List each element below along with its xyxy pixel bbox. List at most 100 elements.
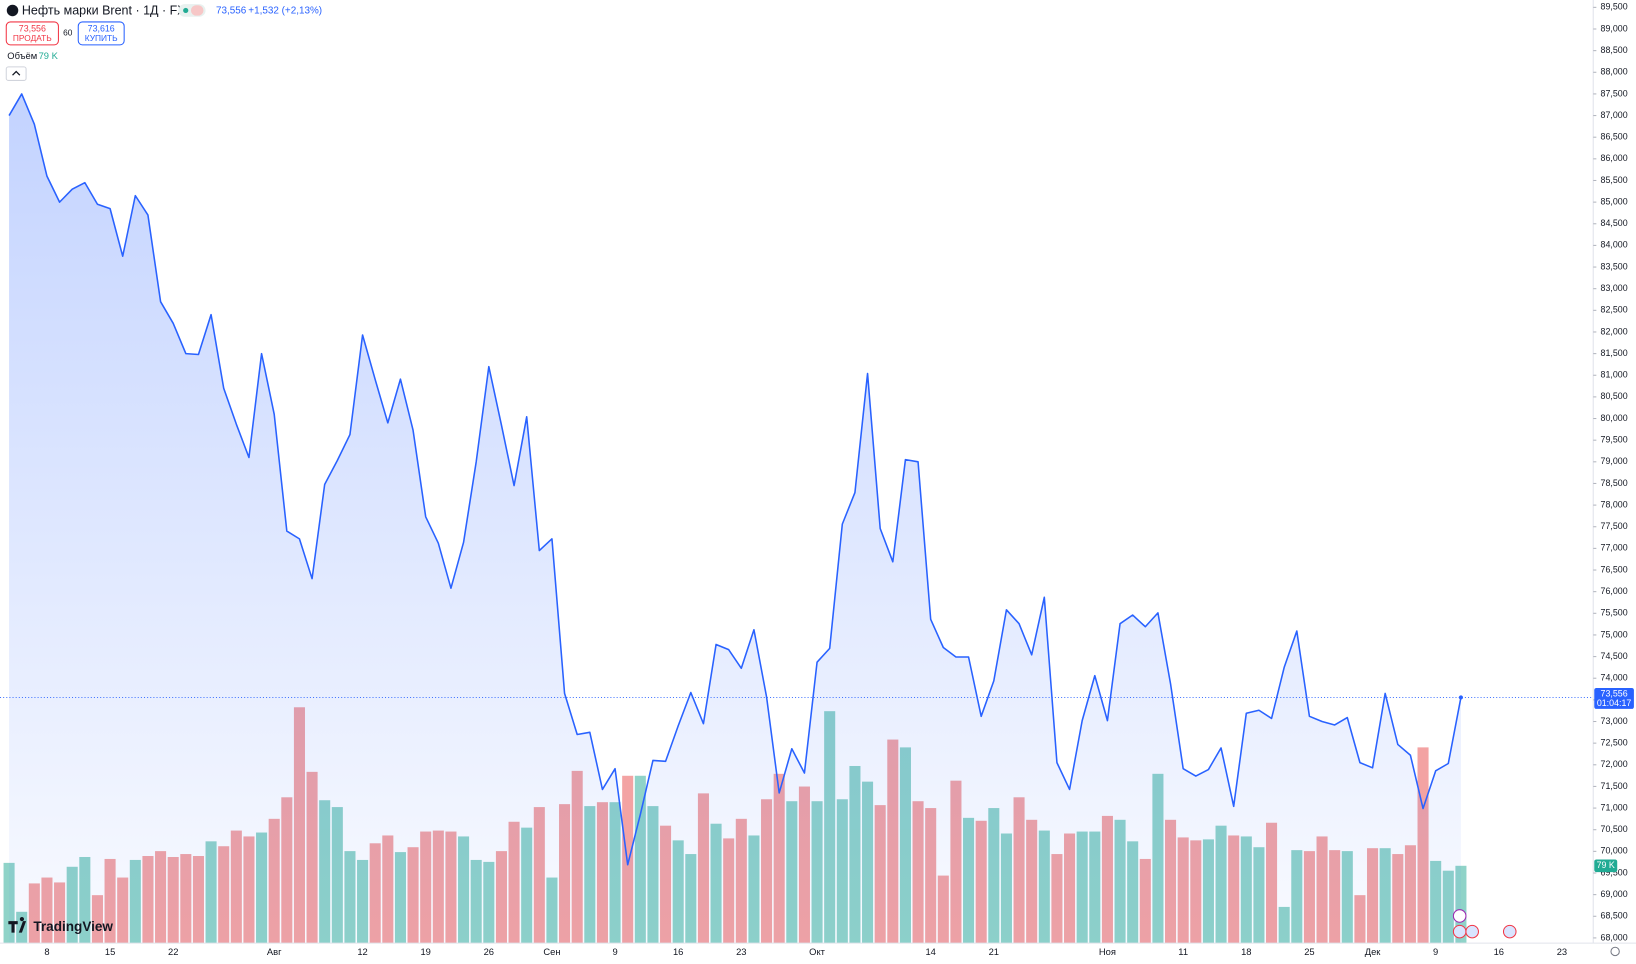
y-tick-label: 78,500 xyxy=(1601,478,1628,488)
y-tick-label: 72,000 xyxy=(1601,759,1628,769)
x-tick-label: 12 xyxy=(357,946,367,957)
price-line xyxy=(8,93,1462,866)
y-tick-label: 76,500 xyxy=(1601,564,1628,574)
collapse-icon xyxy=(12,70,21,76)
y-tick-label: 86,000 xyxy=(1601,153,1628,163)
y-tick-label: 74,500 xyxy=(1601,651,1628,661)
y-tick-label: 73,000 xyxy=(1601,716,1628,726)
y-tick-label: 74,000 xyxy=(1601,673,1628,683)
price-badge xyxy=(1594,688,1634,709)
y-tick-label: 69,000 xyxy=(1601,889,1628,899)
x-tick-label: 23 xyxy=(736,946,746,957)
x-tick-label: 21 xyxy=(989,946,999,957)
buy-label: КУПИТЬ xyxy=(85,33,118,43)
axes: 68,000 68,500 69,000 69,500 70,000 70,500 71,0… xyxy=(44,2,1634,957)
x-tick-label: 14 xyxy=(925,946,935,957)
y-tick-label: 84,500 xyxy=(1601,218,1628,228)
price-area xyxy=(9,93,1461,944)
x-tick-label: Дек xyxy=(1365,946,1382,957)
y-tick-label: 76,000 xyxy=(1601,586,1628,596)
x-tick-label: 22 xyxy=(168,946,178,957)
y-tick-label: 79,000 xyxy=(1601,456,1628,466)
sell-button[interactable] xyxy=(5,21,59,46)
status-icon xyxy=(190,5,204,16)
sell-label: ПРОДАТЬ xyxy=(13,33,52,43)
volume-legend-name: Объём xyxy=(7,50,37,61)
x-tick-label: 9 xyxy=(1433,946,1438,957)
y-tick-label: 84,000 xyxy=(1601,240,1628,250)
y-tick-label: 68,000 xyxy=(1601,932,1628,942)
y-tick-label: 69,500 xyxy=(1601,867,1628,877)
volume-legend-value: 79 K xyxy=(39,50,59,61)
settings-icon[interactable] xyxy=(1610,946,1620,957)
symbol-icon xyxy=(6,4,19,17)
x-tick-label: 25 xyxy=(1304,946,1314,957)
x-tick-label: Окт xyxy=(809,946,825,957)
y-tick-label: 85,000 xyxy=(1601,196,1628,206)
y-tick-label: 81,500 xyxy=(1601,348,1628,358)
volume-badge xyxy=(1594,859,1618,873)
last-price: 73,556 xyxy=(216,6,247,17)
y-tick-label: 79,500 xyxy=(1601,435,1628,445)
y-tick-label: 83,000 xyxy=(1601,283,1628,293)
x-tick-label: 23 xyxy=(1557,946,1567,957)
logo-mark xyxy=(8,917,27,933)
event-flag[interactable] xyxy=(1465,924,1479,939)
y-tick-label: 70,000 xyxy=(1601,846,1628,856)
logo-text: TradingView xyxy=(33,919,113,934)
x-tick-label: 26 xyxy=(484,946,494,957)
y-tick-label: 71,000 xyxy=(1601,802,1628,812)
y-tick-label: 70,500 xyxy=(1601,824,1628,834)
y-tick-label: 88,000 xyxy=(1601,67,1628,77)
y-tick-label: 77,500 xyxy=(1601,521,1628,531)
y-tick-label: 81,000 xyxy=(1601,370,1628,380)
price-badge-countdown: 01:04:17 xyxy=(1597,698,1632,708)
x-tick-label: 9 xyxy=(612,946,617,957)
symbol-title[interactable]: Нефть марки Brent · 1Д · FX xyxy=(22,3,186,17)
x-tick-label: 11 xyxy=(1178,946,1188,957)
collapse-button[interactable] xyxy=(5,66,27,81)
y-tick-label: 71,500 xyxy=(1601,781,1628,791)
event-flag[interactable] xyxy=(1502,924,1517,939)
y-tick-label: 88,500 xyxy=(1601,45,1628,55)
y-tick-label: 89,500 xyxy=(1601,2,1628,12)
x-tick-label: 16 xyxy=(1494,946,1504,957)
volume-bar xyxy=(1455,865,1467,944)
y-tick-label: 68,500 xyxy=(1601,911,1628,921)
x-tick-label: 18 xyxy=(1241,946,1251,957)
y-tick-label: 80,000 xyxy=(1601,413,1628,423)
y-tick-label: 89,000 xyxy=(1601,23,1628,33)
y-tick-label: 75,500 xyxy=(1601,608,1628,618)
y-tick-label: 78,000 xyxy=(1601,499,1628,509)
x-tick-label: Сен xyxy=(543,946,560,957)
volume-badge-label: 79 K xyxy=(1597,860,1615,870)
y-tick-label: 82,000 xyxy=(1601,326,1628,336)
sell-price: 73,556 xyxy=(19,24,46,34)
logo: TradingView xyxy=(8,917,113,934)
buy-price: 73,616 xyxy=(88,24,115,34)
buy-button[interactable] xyxy=(77,21,125,46)
event-icon[interactable] xyxy=(1452,909,1467,923)
status-dot xyxy=(183,7,189,14)
y-tick-label: 72,500 xyxy=(1601,737,1628,747)
y-tick-label: 87,500 xyxy=(1601,88,1628,98)
plot-area xyxy=(0,93,1594,944)
price-badge-value: 73,556 xyxy=(1601,689,1628,699)
y-tick-label: 77,000 xyxy=(1601,543,1628,553)
y-tick-label: 82,500 xyxy=(1601,305,1628,315)
x-tick-label: Ноя xyxy=(1099,946,1116,957)
y-tick-label: 86,500 xyxy=(1601,132,1628,142)
x-tick-label: 8 xyxy=(44,946,49,957)
spread: 60 xyxy=(63,28,73,38)
price-change: +1,532 (+2,13%) xyxy=(248,6,322,17)
event-flag[interactable] xyxy=(1452,924,1467,939)
y-tick-label: 85,500 xyxy=(1601,175,1628,185)
x-tick-label: 19 xyxy=(420,946,430,957)
y-tick-label: 80,500 xyxy=(1601,391,1628,401)
last-point xyxy=(1458,695,1464,700)
x-tick-label: Авг xyxy=(267,946,282,957)
y-tick-label: 87,000 xyxy=(1601,110,1628,120)
